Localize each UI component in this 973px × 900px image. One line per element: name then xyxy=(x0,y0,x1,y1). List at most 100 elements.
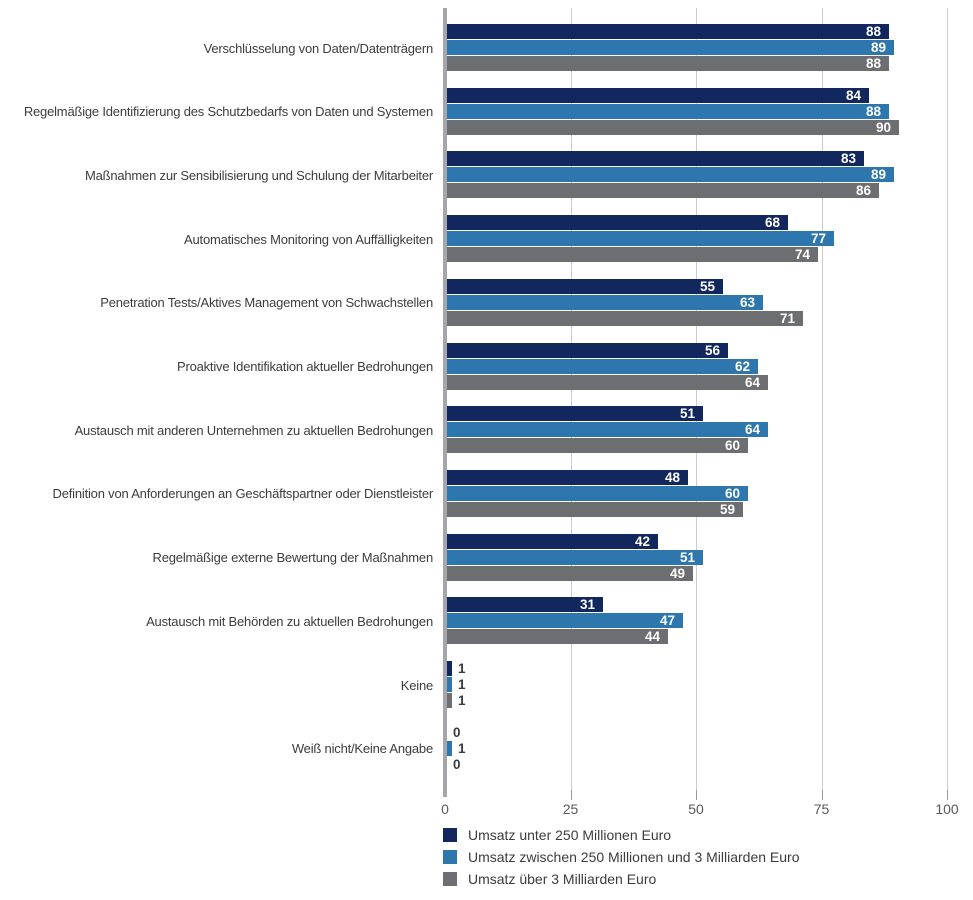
category-label: Regelmäßige Identifizierung des Schutzbe… xyxy=(23,104,433,120)
bar: 62 xyxy=(447,358,758,374)
bar: 42 xyxy=(447,533,658,549)
bar-value-label: 89 xyxy=(870,167,886,183)
bar: 56 xyxy=(447,342,728,358)
legend-label: Umsatz über 3 Milliarden Euro xyxy=(468,871,657,887)
bar: 1 xyxy=(447,740,466,756)
category-label: Automatisches Monitoring von Auffälligke… xyxy=(184,231,433,247)
x-axis-tick-label: 75 xyxy=(813,801,830,817)
bar-value-label: 90 xyxy=(875,119,891,135)
x-axis-tick xyxy=(570,790,572,800)
legend-item: Umsatz über 3 Milliarden Euro xyxy=(443,871,656,887)
bar-value-label: 42 xyxy=(634,533,650,549)
bar-value-label: 71 xyxy=(779,310,795,326)
bar: 84 xyxy=(447,87,869,103)
bar-value-label: 44 xyxy=(644,629,660,645)
bar: 88 xyxy=(447,56,889,71)
bar-value-label: 68 xyxy=(764,215,780,231)
bar-value-label: 62 xyxy=(734,358,750,374)
x-axis-tick-label: 25 xyxy=(562,801,579,817)
x-axis-tick-label: 50 xyxy=(688,801,704,817)
bar-value-label: 60 xyxy=(724,438,740,454)
bar: 71 xyxy=(447,310,803,326)
bar: 49 xyxy=(447,565,693,581)
legend-swatch xyxy=(443,828,457,842)
category-label: Penetration Tests/Aktives Management von… xyxy=(100,295,433,311)
legend-swatch xyxy=(443,872,457,886)
category-label: Austausch mit anderen Unternehmen zu akt… xyxy=(74,422,434,438)
bar-value-label: 0 xyxy=(453,724,461,740)
bar-value-label: 1 xyxy=(458,661,466,676)
gridline xyxy=(570,8,572,790)
x-axis-tick xyxy=(947,790,948,800)
gridline xyxy=(696,8,697,790)
bar: 89 xyxy=(447,40,894,55)
bar-value-label: 1 xyxy=(458,740,466,756)
bar-value-label: 83 xyxy=(840,151,856,167)
bar: 60 xyxy=(447,438,748,454)
category-label: Regelmäßige externe Bewertung der Maßnah… xyxy=(152,550,434,566)
bar: 55 xyxy=(447,278,723,294)
bar: 90 xyxy=(447,119,899,135)
bar-value-label: 49 xyxy=(669,565,685,581)
bar-value-label: 88 xyxy=(865,24,881,39)
bar: 51 xyxy=(447,406,703,422)
bar: 31 xyxy=(447,597,603,613)
bar-value-label: 1 xyxy=(458,693,466,708)
bar-value-label: 84 xyxy=(845,87,861,103)
legend-item: Umsatz zwischen 250 Millionen und 3 Mill… xyxy=(443,849,800,865)
category-label: Definition von Anforderungen an Geschäft… xyxy=(52,486,434,502)
bar-value-label: 74 xyxy=(794,247,810,263)
bar-value-label: 47 xyxy=(659,613,675,629)
bar-value-label: 63 xyxy=(739,294,755,310)
bar: 64 xyxy=(447,374,768,390)
x-axis-tick xyxy=(696,790,697,800)
bar: 51 xyxy=(447,549,703,565)
bar-value-label: 1 xyxy=(458,677,466,692)
bar-value-label: 56 xyxy=(704,342,720,358)
bar: 59 xyxy=(447,501,743,517)
bar: 47 xyxy=(447,613,683,629)
legend-label: Umsatz zwischen 250 Millionen und 3 Mill… xyxy=(468,849,800,865)
x-axis-tick-label: 0 xyxy=(441,801,449,817)
bar-value-label: 77 xyxy=(810,231,826,247)
bar: 83 xyxy=(447,151,864,167)
bar-value-label: 0 xyxy=(453,756,461,772)
bar: 64 xyxy=(447,422,768,438)
bar-value-label: 88 xyxy=(865,103,881,119)
bar-value-label: 51 xyxy=(679,406,695,422)
x-axis-tick-label: 100 xyxy=(935,801,959,817)
gridline xyxy=(947,8,948,790)
bar: 44 xyxy=(447,629,668,645)
category-label: Verschlüsselung von Daten/Datenträgern xyxy=(203,40,434,56)
bar: 1 xyxy=(447,661,466,676)
category-label: Keine xyxy=(400,677,433,693)
legend-label: Umsatz unter 250 Millionen Euro xyxy=(468,827,672,843)
bar: 68 xyxy=(447,215,788,231)
bar-value-label: 86 xyxy=(855,183,871,199)
bar: 88 xyxy=(447,103,889,119)
bar-value-label: 31 xyxy=(579,597,595,613)
bar: 60 xyxy=(447,485,748,501)
bar: 48 xyxy=(447,469,688,485)
bar-value-label: 60 xyxy=(724,485,740,501)
category-label: Weiß nicht/Keine Angabe xyxy=(291,741,433,757)
bar-value-label: 89 xyxy=(870,40,886,55)
bar: 1 xyxy=(447,677,466,692)
bar: 86 xyxy=(447,183,879,199)
bar: 63 xyxy=(447,294,763,310)
bar-value-label: 51 xyxy=(679,549,695,565)
bar: 77 xyxy=(447,231,834,247)
category-label: Proaktive Identifikation aktueller Bedro… xyxy=(176,359,433,374)
bar-value-label: 64 xyxy=(744,422,760,438)
bar: 89 xyxy=(447,167,894,183)
bar-value-label: 55 xyxy=(699,278,715,294)
category-label: Maßnahmen zur Sensibilisierung und Schul… xyxy=(84,167,433,183)
bar-value-label: 64 xyxy=(744,374,760,390)
legend-item: Umsatz unter 250 Millionen Euro xyxy=(443,827,671,843)
y-axis-line xyxy=(443,8,447,797)
bar-value-label: 88 xyxy=(865,56,881,71)
category-label: Austausch mit Behörden zu aktuellen Bedr… xyxy=(146,613,433,629)
bar-value-label: 59 xyxy=(719,501,735,517)
bar: 88 xyxy=(447,24,889,39)
